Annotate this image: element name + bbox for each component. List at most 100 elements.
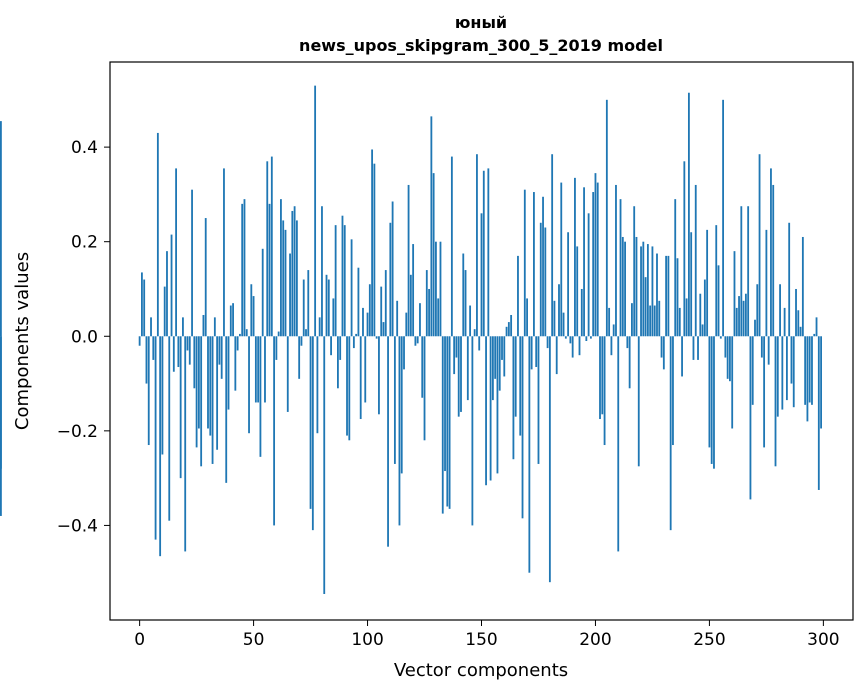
bar-243: [692, 336, 695, 360]
bar-107: [382, 322, 385, 337]
bar-83: [327, 279, 330, 337]
bar-10: [161, 336, 164, 455]
bar-92: [348, 336, 351, 441]
bar-121: [414, 336, 417, 346]
bar-36: [220, 336, 223, 379]
bar-51: [254, 336, 257, 403]
bar-292: [804, 336, 807, 405]
bar-7: [154, 336, 157, 540]
bar-89: [341, 215, 344, 337]
bar-146: [471, 336, 474, 526]
bar-155: [491, 336, 494, 401]
bar-225: [651, 246, 654, 337]
bar-78: [316, 336, 319, 434]
bar-234: [672, 336, 674, 446]
bar-188: [567, 232, 570, 337]
bar-20: [184, 336, 187, 552]
bar-257: [724, 336, 727, 358]
bar-134: [444, 336, 446, 472]
bar-266: [744, 293, 747, 337]
bar-299: [820, 336, 822, 429]
y-tick-label-3: 0.2: [71, 233, 98, 253]
bar-221: [642, 241, 645, 337]
bar-281: [779, 284, 781, 337]
bar-133: [441, 336, 444, 514]
bar-undefined: [0, 336, 2, 469]
bar-136: [448, 336, 451, 509]
bar-86: [334, 225, 337, 337]
bar-164: [512, 336, 515, 460]
y-tick-label-0: −0.4: [57, 516, 98, 536]
bar-171: [528, 336, 531, 573]
bar-111: [391, 201, 394, 337]
bar-84: [330, 336, 332, 356]
bar-61: [277, 331, 280, 337]
bar-44: [239, 333, 241, 337]
bar-270: [754, 319, 756, 337]
bar-144: [466, 336, 469, 401]
bar-220: [640, 246, 642, 337]
bar-198: [589, 336, 592, 339]
bar-193: [578, 336, 581, 356]
bar-159: [501, 336, 503, 360]
bar-22: [188, 336, 191, 365]
bar-138: [453, 336, 456, 375]
bar-9: [159, 336, 162, 557]
bar-174: [535, 336, 538, 368]
bar-290: [799, 326, 802, 337]
bar-233: [669, 336, 672, 531]
x-tick-label-50: 50: [243, 630, 265, 650]
bar-137: [450, 156, 453, 337]
bar-263: [738, 296, 740, 337]
x-tick-label-100: 100: [351, 630, 383, 650]
bar-160: [503, 336, 506, 377]
bar-115: [400, 336, 403, 474]
x-tick-label-250: 250: [693, 630, 725, 650]
bar-165: [514, 336, 517, 417]
bar-191: [574, 177, 576, 337]
bar-87: [337, 336, 339, 389]
bar-13: [168, 336, 171, 521]
bar-274: [763, 336, 766, 448]
bar-131: [437, 298, 440, 337]
bar-260: [731, 336, 734, 429]
bar-57: [268, 203, 271, 337]
bar-195: [583, 187, 585, 337]
bar-26: [197, 336, 200, 429]
bar-71: [300, 336, 303, 346]
bar-58: [270, 156, 273, 337]
bar-215: [628, 336, 631, 389]
bar-75: [309, 336, 312, 509]
bar-181: [551, 154, 554, 337]
bar-265: [742, 300, 745, 337]
bar-222: [644, 277, 647, 337]
bar-252: [713, 336, 715, 469]
bar-69: [295, 220, 298, 337]
bar-170: [526, 298, 528, 337]
bar-280: [776, 336, 779, 417]
bar-148: [476, 154, 478, 337]
bar-197: [587, 213, 590, 337]
bar-272: [758, 154, 761, 337]
bar-40: [229, 305, 232, 337]
bar-283: [783, 307, 786, 337]
bar-192: [576, 246, 579, 337]
y-tick-label-1: −0.2: [57, 422, 98, 442]
bar-158: [498, 336, 501, 391]
plot-area-frame: [109, 61, 854, 621]
bar-39: [227, 336, 230, 410]
bar-125: [423, 336, 426, 441]
bar-264: [740, 206, 743, 337]
bar-184: [558, 284, 560, 337]
bar-297: [815, 317, 818, 337]
bar-211: [619, 199, 622, 337]
bar-298: [817, 336, 820, 490]
bar-82: [325, 274, 328, 337]
bar-1: [141, 272, 143, 337]
bar-35: [218, 336, 221, 365]
bar-112: [393, 336, 396, 464]
bar-169: [523, 189, 526, 337]
bar-242: [690, 232, 693, 337]
bar-32: [211, 336, 214, 464]
bar-151: [482, 170, 485, 337]
